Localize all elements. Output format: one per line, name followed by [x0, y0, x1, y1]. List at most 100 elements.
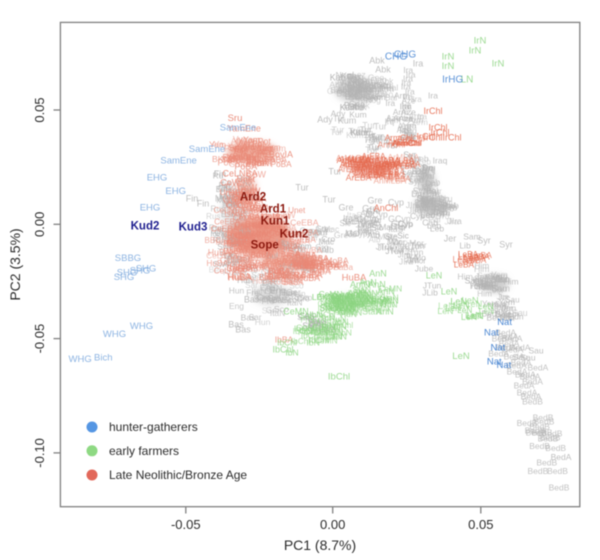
- svg-text:BBC: BBC: [226, 239, 243, 248]
- svg-text:Tur: Tur: [360, 124, 373, 134]
- svg-text:Arm: Arm: [408, 116, 423, 125]
- svg-text:HuN: HuN: [335, 292, 352, 302]
- svg-text:ArMLBA: ArMLBA: [374, 168, 405, 177]
- svg-text:Him: Him: [470, 281, 485, 291]
- svg-text:CeEBA: CeEBA: [235, 219, 263, 229]
- svg-text:Cyp: Cyp: [388, 198, 404, 208]
- svg-text:BuBA: BuBA: [269, 266, 291, 276]
- svg-text:BaBA: BaBA: [230, 256, 252, 266]
- svg-text:PoBA: PoBA: [223, 239, 245, 249]
- svg-text:ArmChl: ArmChl: [397, 135, 425, 144]
- svg-text:LBKN: LBKN: [367, 294, 390, 304]
- svg-text:Abk: Abk: [355, 87, 370, 97]
- svg-text:Yam: Yam: [245, 143, 261, 152]
- svg-text:Cro: Cro: [300, 226, 314, 235]
- svg-text:Tur: Tur: [394, 223, 407, 233]
- svg-text:HuBA: HuBA: [301, 255, 323, 264]
- svg-text:IbN: IbN: [330, 293, 344, 303]
- svg-text:Dru: Dru: [436, 211, 450, 221]
- svg-text:HuBA: HuBA: [252, 276, 274, 285]
- svg-text:Unet: Unet: [224, 209, 243, 219]
- svg-text:CoW: CoW: [261, 239, 280, 249]
- svg-text:LeN: LeN: [437, 306, 453, 316]
- svg-text:Leb: Leb: [417, 157, 431, 167]
- svg-text:Syr: Syr: [409, 156, 422, 166]
- svg-text:EHG: EHG: [147, 173, 168, 184]
- svg-text:CeMN: CeMN: [328, 307, 352, 317]
- svg-text:JTun: JTun: [405, 241, 424, 251]
- svg-text:AnMLBA: AnMLBA: [384, 159, 417, 168]
- svg-text:BaBA: BaBA: [294, 258, 316, 267]
- svg-text:CeMN: CeMN: [317, 291, 341, 301]
- svg-text:Unet: Unet: [238, 235, 256, 245]
- svg-text:Nor: Nor: [215, 224, 229, 234]
- svg-text:ArMLBA: ArMLBA: [355, 162, 387, 172]
- svg-text:Vat: Vat: [232, 265, 245, 275]
- svg-text:ArEBA: ArEBA: [373, 161, 399, 171]
- svg-text:Lez: Lez: [345, 92, 359, 102]
- svg-text:NuBA: NuBA: [278, 271, 302, 281]
- svg-text:Syr: Syr: [477, 236, 491, 246]
- svg-text:GCyp: GCyp: [353, 216, 375, 226]
- svg-text:AnMLBA: AnMLBA: [358, 160, 391, 169]
- svg-text:LeN: LeN: [478, 301, 494, 311]
- svg-text:Aze: Aze: [371, 132, 385, 141]
- svg-text:Pot: Pot: [222, 153, 236, 163]
- svg-text:PoBA: PoBA: [259, 221, 281, 231]
- svg-text:BaBa: BaBa: [303, 258, 323, 267]
- svg-text:AnN: AnN: [381, 296, 399, 306]
- svg-text:IbN: IbN: [285, 348, 298, 358]
- svg-text:Cro: Cro: [256, 291, 270, 301]
- svg-text:Unet: Unet: [268, 224, 286, 233]
- svg-text:Est: Est: [216, 185, 228, 194]
- svg-text:JIra: JIra: [404, 251, 418, 261]
- svg-text:LaN: LaN: [326, 332, 343, 342]
- svg-text:Tur: Tur: [363, 130, 376, 140]
- svg-text:LeN: LeN: [445, 303, 461, 313]
- svg-text:BaBA: BaBA: [316, 262, 339, 272]
- svg-text:SrubBA: SrubBA: [227, 155, 258, 165]
- svg-text:Abk: Abk: [329, 80, 345, 90]
- svg-text:Tur: Tur: [365, 145, 378, 155]
- svg-text:Geo: Geo: [370, 75, 387, 85]
- svg-text:Pal: Pal: [476, 279, 488, 289]
- svg-text:Tur: Tur: [333, 114, 345, 123]
- svg-text:CoW: CoW: [252, 246, 272, 256]
- svg-text:ArEBA: ArEBA: [388, 137, 414, 147]
- svg-text:Sar: Sar: [311, 319, 325, 329]
- svg-text:FrN: FrN: [300, 315, 314, 325]
- svg-text:JIrq: JIrq: [407, 172, 421, 182]
- svg-text:HuBA: HuBA: [267, 259, 290, 269]
- svg-text:JTun: JTun: [399, 245, 417, 254]
- svg-text:Sar: Sar: [305, 311, 318, 321]
- svg-text:Dru: Dru: [426, 189, 440, 199]
- svg-text:BaBA: BaBA: [245, 245, 267, 254]
- svg-text:BedA: BedA: [517, 388, 538, 398]
- svg-text:RoBA: RoBA: [271, 245, 294, 255]
- svg-text:BaBA: BaBA: [289, 257, 310, 266]
- svg-text:GCyp: GCyp: [388, 214, 411, 224]
- svg-text:Mal: Mal: [378, 232, 392, 242]
- svg-text:Ira: Ira: [413, 59, 424, 69]
- svg-text:JMor: JMor: [408, 256, 426, 265]
- svg-text:ArmChl: ArmChl: [378, 139, 406, 149]
- svg-text:Yam: Yam: [268, 143, 286, 153]
- svg-text:Leb: Leb: [410, 175, 425, 185]
- svg-text:Tur: Tur: [362, 121, 375, 131]
- svg-text:Irq: Irq: [404, 130, 415, 140]
- svg-text:Arm: Arm: [394, 90, 410, 100]
- svg-text:Ira: Ira: [401, 78, 411, 88]
- svg-text:BuBA: BuBA: [251, 250, 273, 259]
- svg-text:0.00: 0.00: [32, 212, 47, 237]
- svg-text:Mrd: Mrd: [215, 194, 230, 204]
- svg-text:AnN: AnN: [377, 287, 395, 297]
- svg-text:Dru: Dru: [420, 172, 434, 182]
- svg-text:CHG: CHG: [385, 52, 407, 63]
- svg-text:CeMN: CeMN: [331, 291, 355, 301]
- svg-text:Rus: Rus: [209, 223, 224, 233]
- svg-text:Vuc: Vuc: [236, 137, 250, 147]
- svg-text:Lit: Lit: [224, 251, 234, 261]
- svg-text:BedA: BedA: [498, 332, 519, 342]
- svg-text:ArmChl: ArmChl: [385, 133, 413, 143]
- svg-text:Rus: Rus: [232, 259, 247, 269]
